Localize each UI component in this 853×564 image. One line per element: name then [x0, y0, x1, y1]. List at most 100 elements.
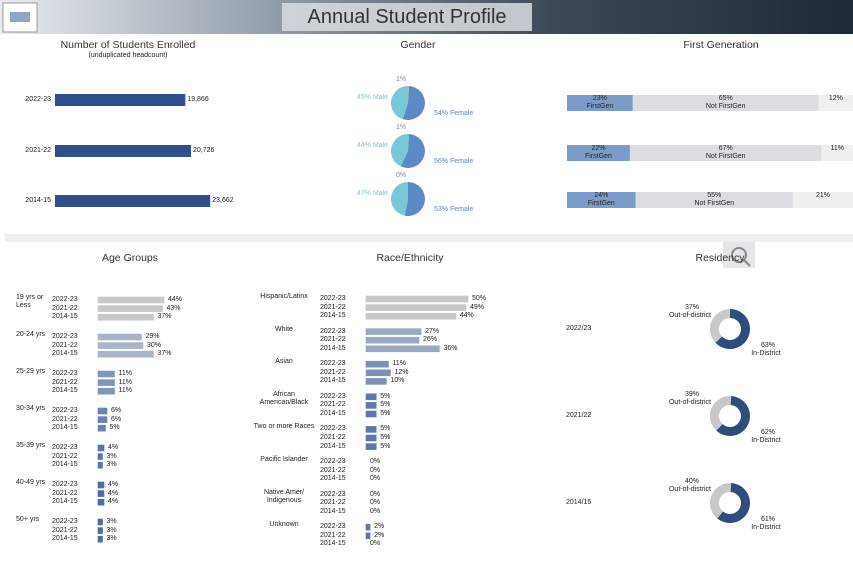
pie-slice	[400, 134, 425, 168]
female-label: 56% Female	[434, 158, 474, 165]
value-label: 6%	[111, 407, 122, 414]
year-label: 2021-22	[52, 415, 78, 423]
value-label: 30%	[147, 341, 162, 349]
bar	[97, 333, 142, 341]
bar	[97, 296, 165, 304]
value-label: 3%	[106, 526, 117, 534]
bar	[55, 145, 191, 157]
category-label: Pacific Islander	[260, 456, 308, 463]
value-label: 11%	[392, 360, 406, 368]
segment-name: Not FirstGen	[705, 103, 746, 110]
donut-slice	[715, 309, 750, 349]
value-label: 2%	[374, 523, 385, 531]
search-icon-box	[723, 242, 755, 268]
out-value: 37%	[684, 304, 699, 311]
value-label: 0%	[370, 475, 381, 483]
year-label: 2014-15	[320, 540, 346, 548]
male-label: 44% Male	[356, 142, 388, 149]
female-label: 54% Female	[434, 110, 474, 117]
value-label: 5%	[380, 401, 391, 409]
value-label: 4%	[108, 481, 119, 488]
year-label: 2021-22	[320, 499, 346, 507]
value-label: 27%	[425, 327, 440, 335]
value-label: 37%	[157, 350, 172, 358]
bar	[365, 360, 389, 368]
category-label: Native Amer/ Indigenous	[263, 488, 305, 504]
pie-slice	[408, 86, 410, 103]
year-label: 2014-15	[52, 387, 78, 395]
value-label: 11%	[118, 378, 133, 386]
out-name: Out-of-district	[668, 312, 711, 319]
year-label: 2022-23	[320, 392, 346, 400]
category-label: Asian	[275, 358, 293, 366]
bar	[365, 402, 377, 409]
segment-value: 22%	[591, 145, 606, 152]
year-label: 2021-22	[52, 304, 78, 312]
pie-slice	[390, 86, 408, 120]
logo-mark	[10, 12, 30, 22]
year-label: 2021-22	[52, 526, 78, 534]
year-label: 2014-15	[320, 442, 346, 450]
out-value: 40%	[684, 478, 699, 485]
year-label: 2022-23	[320, 523, 346, 531]
bar	[97, 379, 115, 386]
category-label: African American/Black	[259, 390, 309, 406]
value-label: 4%	[108, 489, 119, 497]
value-label: 5%	[109, 424, 120, 432]
bar	[365, 393, 377, 401]
year-label: 2021-22	[52, 341, 78, 349]
bar	[97, 424, 106, 432]
value-label: 5%	[380, 434, 391, 441]
value-label: 3%	[106, 518, 117, 525]
bar	[365, 304, 467, 311]
category-label: Two or more Races	[253, 423, 315, 431]
year-label: 2021-22	[320, 466, 346, 474]
value-label: 23,662	[212, 197, 234, 204]
bar	[97, 527, 103, 534]
bar	[97, 518, 103, 526]
pie-slice	[390, 182, 408, 216]
segment-value: 65%	[718, 95, 733, 102]
segment-value: 23%	[592, 95, 607, 102]
bar	[55, 94, 186, 106]
bar	[365, 345, 440, 353]
value-label: 5%	[380, 442, 391, 450]
value-label: 20,726	[192, 147, 215, 154]
year-label: 2021-22	[52, 452, 78, 460]
value-label: 3%	[106, 535, 117, 543]
search-icon	[731, 247, 747, 263]
year-label: 2022-23	[320, 490, 346, 498]
value-label: 29%	[145, 333, 160, 340]
value-label: 0%	[370, 466, 381, 474]
male-label: 45% Male	[356, 94, 388, 101]
value-label: 4%	[108, 444, 119, 451]
category-label: 30-34 yrs	[16, 405, 46, 412]
year-label: 2014-15	[52, 461, 78, 469]
year-label: 2021-22	[320, 401, 346, 409]
value-label: 12%	[394, 368, 409, 376]
donut-slice	[710, 483, 732, 519]
value-label: 36%	[443, 344, 458, 352]
in-name: In-District	[751, 524, 781, 531]
bar	[365, 328, 422, 335]
year-label: 2014-15	[52, 424, 78, 432]
year-label: 2022-23	[320, 295, 346, 302]
other-label: 1%	[395, 124, 407, 131]
bar-segment	[629, 145, 822, 161]
bar	[97, 490, 105, 497]
bar	[97, 498, 105, 506]
year-label: 2022-23	[320, 327, 346, 335]
female-label: 53% Female	[434, 206, 474, 213]
bar	[365, 369, 391, 377]
donut-slice	[716, 395, 751, 436]
out-name: Out-of-district	[668, 399, 711, 406]
year-label: 2022-23	[52, 481, 78, 488]
bar	[97, 407, 108, 415]
category-label: White	[275, 325, 293, 333]
category-label: 2022-23	[25, 96, 51, 103]
value-label: 0%	[370, 458, 381, 465]
year-label: 2014-15	[320, 507, 346, 515]
bar	[365, 443, 377, 450]
bar-segment	[792, 192, 853, 208]
